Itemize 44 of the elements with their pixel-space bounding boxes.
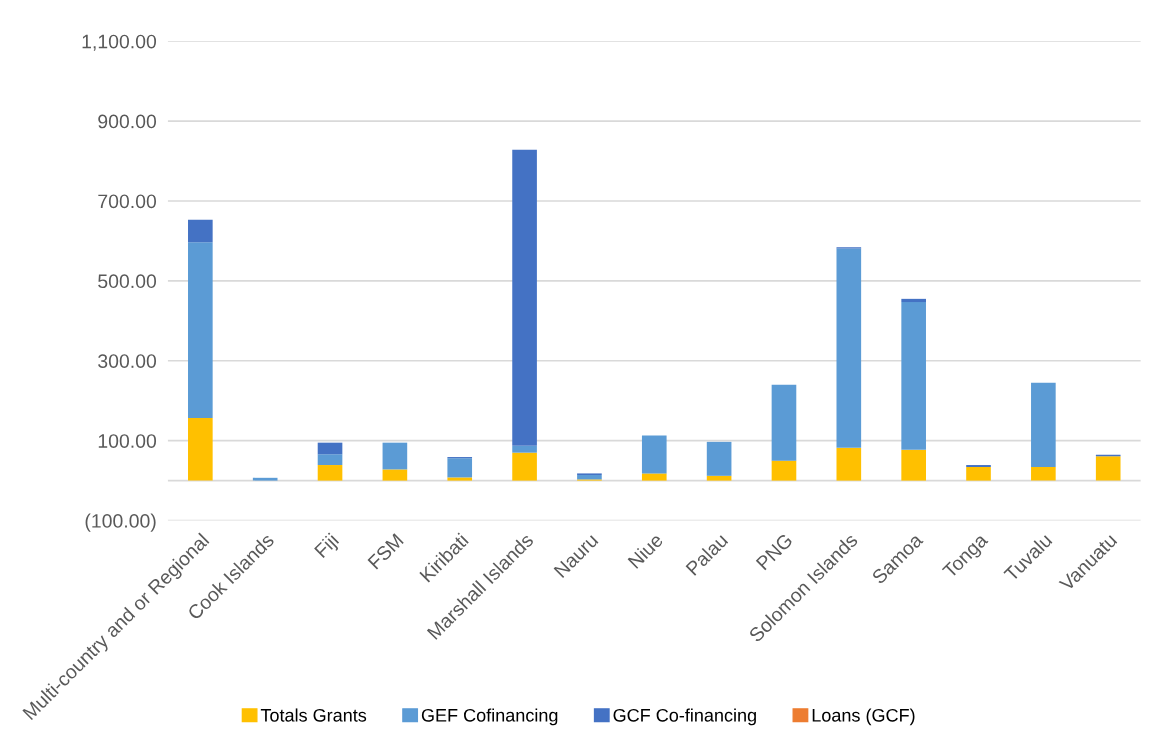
y-tick-label: 500.00	[98, 274, 157, 289]
bar	[901, 302, 926, 450]
bar	[771, 460, 797, 481]
y-tick-label: 100.00	[98, 434, 157, 448]
legend-label: GEF Cofinancing	[421, 708, 558, 726]
bar	[966, 465, 991, 468]
bar	[188, 219, 213, 243]
bar	[317, 454, 343, 466]
bar	[188, 242, 213, 418]
bar	[966, 467, 991, 481]
bar	[577, 475, 602, 480]
legend-label: Loans (GCF)	[812, 708, 915, 726]
y-tick-label: (100.00)	[85, 513, 156, 532]
y-tick-label: 700.00	[98, 194, 157, 209]
bar	[641, 435, 667, 474]
bar	[188, 417, 213, 481]
bar	[512, 149, 537, 446]
bar	[1095, 456, 1121, 481]
legend-label: GCF Co-financing	[613, 708, 756, 726]
bar	[641, 473, 667, 481]
y-tick-label: 1,100.00	[82, 34, 157, 51]
bar	[382, 442, 408, 470]
bar	[382, 469, 408, 481]
bar	[771, 384, 797, 461]
x-tick-label: Fiji	[313, 532, 342, 561]
bar	[706, 441, 732, 476]
bar	[836, 248, 862, 448]
x-tick-label: Niue	[627, 532, 664, 569]
bar	[512, 445, 537, 453]
bar	[512, 452, 537, 481]
bar	[252, 477, 278, 481]
bar	[1031, 382, 1056, 468]
y-tick-label: 300.00	[98, 354, 157, 369]
bar	[901, 298, 926, 303]
bar	[317, 465, 343, 481]
bar	[447, 477, 473, 481]
bar	[1031, 467, 1056, 481]
y-tick-label: 900.00	[98, 114, 157, 129]
bar	[836, 447, 862, 481]
bar	[901, 449, 926, 481]
bar	[706, 475, 732, 481]
bar	[317, 442, 343, 455]
legend-label: Totals Grants	[260, 708, 367, 722]
bar	[447, 458, 473, 478]
